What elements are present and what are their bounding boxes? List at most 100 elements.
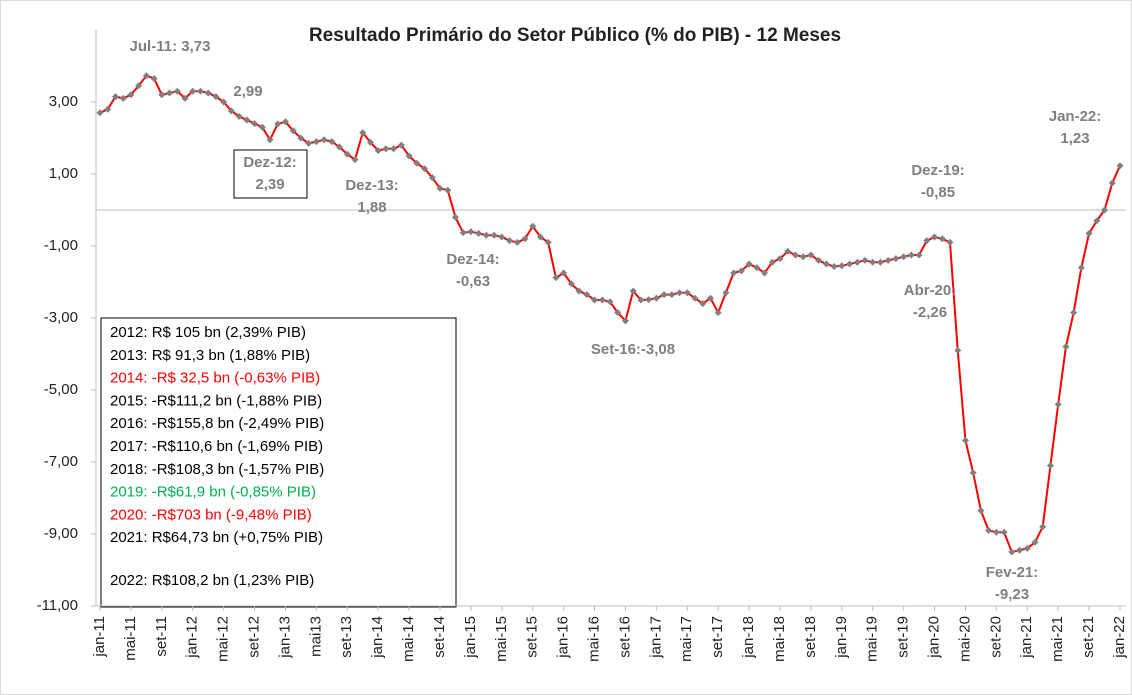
- marker: [173, 87, 181, 95]
- marker: [274, 120, 282, 128]
- marker: [1046, 462, 1054, 470]
- y-tick-label: -3,00: [44, 309, 78, 326]
- marker: [815, 256, 823, 264]
- text-box-line: 2012: R$ 105 bn (2,39% PIB): [110, 324, 306, 341]
- marker: [1077, 264, 1085, 272]
- text-box-line: 2016: -R$155,8 bn (-2,49% PIB): [110, 415, 324, 432]
- x-tick-label: jan-12: [184, 616, 201, 659]
- marker: [598, 296, 606, 304]
- marker: [714, 309, 722, 317]
- marker: [235, 112, 243, 120]
- x-tick-label: mai13: [307, 616, 324, 657]
- marker: [676, 289, 684, 297]
- x-tick-label: mai-12: [215, 616, 232, 662]
- text-box-line: 2020: -R$703 bn (-9,48% PIB): [110, 506, 312, 523]
- marker: [297, 134, 305, 142]
- marker: [397, 141, 405, 149]
- marker: [961, 436, 969, 444]
- marker: [915, 251, 923, 259]
- annotation: 1,23: [1060, 130, 1089, 147]
- y-tick-label: 3,00: [49, 93, 78, 110]
- marker: [799, 253, 807, 261]
- marker: [444, 186, 452, 194]
- marker: [768, 258, 776, 266]
- marker: [900, 253, 908, 261]
- marker: [436, 184, 444, 192]
- marker: [683, 289, 691, 297]
- marker: [104, 105, 112, 113]
- x-tick-label: mai-21: [1049, 616, 1066, 662]
- marker: [220, 98, 228, 106]
- marker: [1085, 229, 1093, 237]
- x-tick-label: jan-22: [1111, 616, 1128, 659]
- marker: [737, 267, 745, 275]
- x-tick-label: jan-21: [1018, 616, 1035, 659]
- x-tick-label: jan-18: [740, 616, 757, 659]
- marker: [390, 145, 398, 153]
- marker: [552, 274, 560, 282]
- marker: [575, 287, 583, 295]
- text-box-line: 2021: R$64,73 bn (+0,75% PIB): [110, 529, 323, 546]
- marker: [706, 294, 714, 302]
- marker: [745, 260, 753, 268]
- x-tick-label: jan-14: [369, 616, 386, 659]
- annotation: Jul-11: 3,73: [130, 38, 211, 55]
- annotation: -0,63: [456, 273, 490, 290]
- marker: [382, 145, 390, 153]
- marker: [969, 469, 977, 477]
- x-tick-label: jan-20: [926, 616, 943, 659]
- text-box-line: 2013: R$ 91,3 bn (1,88% PIB): [110, 347, 310, 364]
- text-box-line: 2022: R$108,2 bn (1,23% PIB): [110, 572, 314, 589]
- annotation: 1,88: [357, 199, 386, 216]
- marker: [931, 233, 939, 241]
- marker: [1093, 217, 1101, 225]
- annotation: Dez-13:: [345, 177, 398, 194]
- marker: [699, 300, 707, 308]
- x-tick-label: mai-14: [400, 616, 417, 662]
- marker: [1108, 179, 1116, 187]
- marker: [374, 147, 382, 155]
- x-tick-label: mai-16: [586, 616, 603, 662]
- marker: [521, 235, 529, 243]
- marker: [328, 138, 336, 146]
- marker: [946, 238, 954, 246]
- marker: [1031, 538, 1039, 546]
- marker: [506, 237, 514, 245]
- marker: [822, 260, 830, 268]
- marker: [784, 247, 792, 255]
- marker: [405, 152, 413, 160]
- marker: [861, 256, 869, 264]
- marker: [451, 213, 459, 221]
- x-tick-label: jan-13: [276, 616, 293, 659]
- marker: [421, 165, 429, 173]
- marker: [1062, 343, 1070, 351]
- annotation: -9,23: [995, 586, 1029, 603]
- marker: [884, 256, 892, 264]
- marker: [428, 174, 436, 182]
- marker: [645, 296, 653, 304]
- x-tick-label: set-14: [431, 616, 448, 658]
- text-box: [100, 317, 457, 608]
- x-tick-label: mai-15: [493, 616, 510, 662]
- marker: [111, 93, 119, 101]
- marker: [243, 116, 251, 124]
- x-tick-label: mai-19: [864, 616, 881, 662]
- marker: [513, 238, 521, 246]
- marker: [567, 280, 575, 288]
- x-tick-label: set-19: [895, 616, 912, 658]
- x-tick-label: mai-17: [678, 616, 695, 662]
- marker: [791, 251, 799, 259]
- marker: [637, 296, 645, 304]
- marker: [196, 87, 204, 95]
- marker: [938, 235, 946, 243]
- marker: [753, 264, 761, 272]
- x-tick-label: jan-17: [647, 616, 664, 659]
- marker: [807, 251, 815, 259]
- marker: [258, 123, 266, 131]
- text-box-line: 2019: -R$61,9 bn (-0,85% PIB): [110, 484, 316, 501]
- y-tick-label: -11,00: [37, 597, 78, 614]
- marker: [343, 150, 351, 158]
- marker: [351, 156, 359, 164]
